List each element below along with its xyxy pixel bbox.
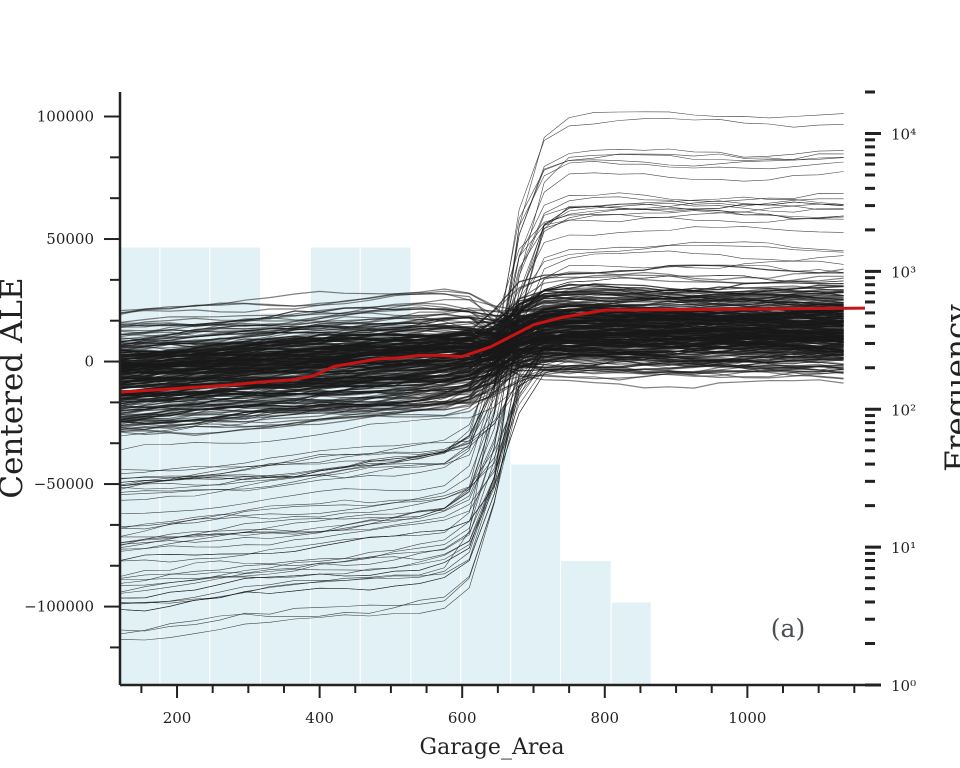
x-tick-label: 600 xyxy=(448,709,477,727)
ice-line xyxy=(120,362,844,451)
ice-line xyxy=(120,111,844,563)
y-axis-label: Centered ALE xyxy=(0,277,30,498)
ice-line xyxy=(120,339,844,612)
ice-line xyxy=(120,361,844,425)
ice-line xyxy=(120,260,844,594)
ice-line xyxy=(120,332,844,376)
x-axis-label: Garage_Area xyxy=(420,735,565,760)
ice-line xyxy=(120,153,844,479)
ice-line xyxy=(120,118,844,495)
ice-line xyxy=(120,210,844,474)
ice-line xyxy=(120,245,844,487)
ice-line xyxy=(120,290,844,338)
x-tick-label: 200 xyxy=(163,709,192,727)
ice-line xyxy=(120,345,844,410)
ice-line xyxy=(120,353,844,411)
y2-tick-label: 10⁴ xyxy=(891,126,916,144)
x-tick-label: 1000 xyxy=(728,709,766,727)
axes: 200 400 600 800 1000 −100000 −50000 0 50000 10000… xyxy=(24,90,916,727)
ice-line xyxy=(120,202,844,493)
y2-tick-label: 10² xyxy=(891,401,916,419)
ice-line xyxy=(120,226,844,529)
ice-line xyxy=(120,275,844,483)
ice-line xyxy=(120,196,844,480)
ale-line-layer xyxy=(120,306,865,394)
ice-line xyxy=(120,171,844,490)
ale-line xyxy=(120,306,865,394)
ice-line xyxy=(120,329,844,358)
ice-line xyxy=(120,338,844,487)
ice-line xyxy=(120,203,844,605)
ice-lines xyxy=(120,111,844,641)
ice-line xyxy=(120,274,844,416)
ice-line xyxy=(120,315,844,400)
panel-label: (a) xyxy=(771,614,805,643)
ice-line xyxy=(120,357,844,561)
ice-line xyxy=(120,296,844,384)
ice-line xyxy=(120,148,844,538)
ice-line xyxy=(120,201,844,599)
ice-line xyxy=(120,328,844,407)
y-tick-label: −100000 xyxy=(24,598,94,616)
ice-line xyxy=(120,335,844,405)
y2-tick-label: 10⁰ xyxy=(891,677,916,695)
y-tick-label: −50000 xyxy=(34,475,94,493)
y-tick-label: 50000 xyxy=(46,230,94,248)
histogram-bar xyxy=(560,559,612,685)
ice-line xyxy=(120,264,844,361)
ice-line xyxy=(120,369,844,414)
y2-axis-label: Frequency xyxy=(939,304,960,472)
y-tick-label: 100000 xyxy=(37,108,94,126)
ice-line xyxy=(120,311,844,346)
x-tick-label: 400 xyxy=(305,709,334,727)
y2-tick-label: 10¹ xyxy=(891,539,916,557)
ice-line xyxy=(120,337,844,365)
x-tick-label: 800 xyxy=(590,709,619,727)
ice-line xyxy=(120,322,844,343)
histogram-bar xyxy=(510,463,562,685)
histogram-bar xyxy=(610,601,652,685)
y2-tick-label: 10³ xyxy=(891,263,916,281)
ice-line xyxy=(120,330,844,383)
ice-line xyxy=(120,192,844,514)
ice-line xyxy=(120,306,844,367)
y-tick-label: 0 xyxy=(84,353,94,371)
ice-line xyxy=(120,250,844,580)
